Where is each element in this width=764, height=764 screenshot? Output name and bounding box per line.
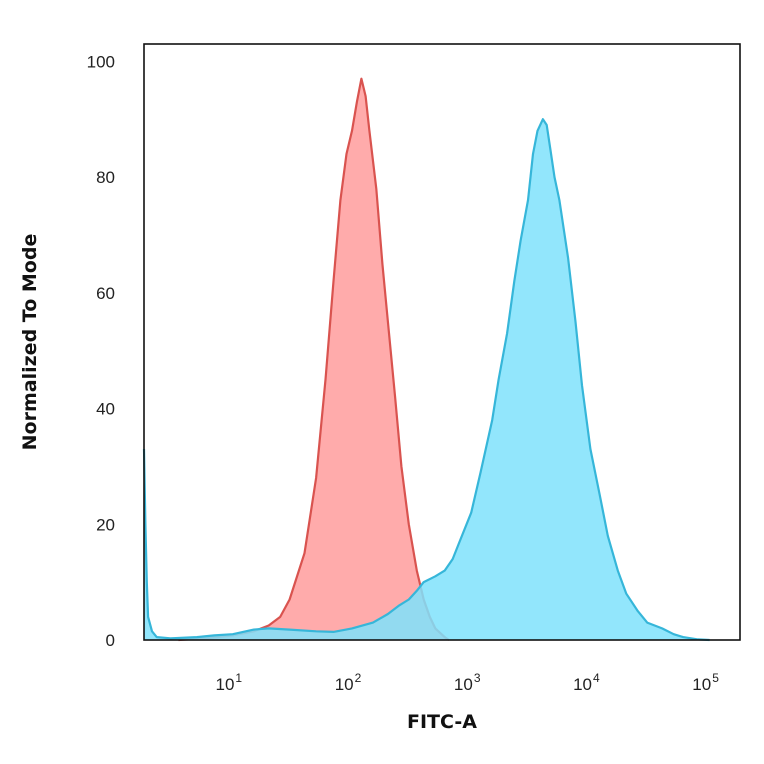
x-tick-label: 105 [692,671,719,694]
series-2-area [144,119,710,640]
series-1-area [178,78,449,640]
x-axis-ticks: 101 102 103 104 105 [215,671,719,694]
x-tick-label: 102 [335,671,362,694]
series-layer [142,77,710,642]
y-axis-ticks: 0 20 40 60 80 100 [87,52,115,650]
y-tick-label: 60 [96,284,115,303]
y-tick-label: 20 [96,515,115,534]
y-tick-label: 100 [87,52,115,71]
x-tick-label: 104 [573,671,600,694]
series-1-line [178,77,450,642]
y-tick-label: 40 [96,400,115,419]
plot-frame [143,43,741,641]
series-2-line [142,118,710,642]
y-tick-label: 0 [106,631,115,650]
x-axis-title: FITC-A [407,711,477,733]
x-tick-label: 101 [215,671,242,694]
x-tick-label: 103 [454,671,481,694]
y-tick-label: 80 [96,168,115,187]
y-axis-title: Normalized To Mode [19,234,41,451]
